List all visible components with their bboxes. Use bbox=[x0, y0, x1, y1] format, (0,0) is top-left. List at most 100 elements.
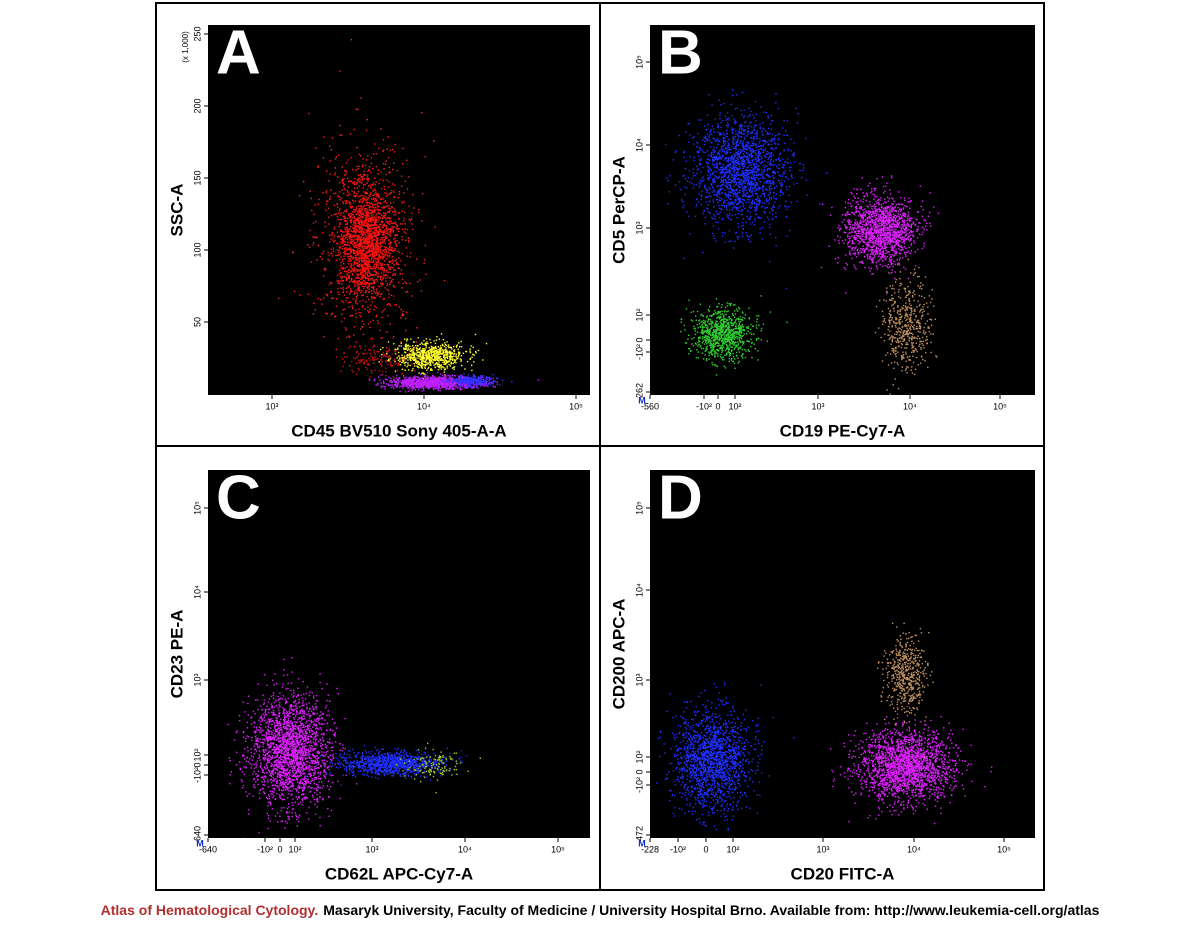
event-dot bbox=[373, 182, 374, 183]
event-dot bbox=[391, 226, 392, 227]
event-dot bbox=[385, 379, 386, 380]
event-dot bbox=[359, 228, 360, 229]
event-dot bbox=[436, 356, 437, 357]
event-dot bbox=[339, 225, 340, 226]
event-dot bbox=[413, 377, 414, 378]
event-dot bbox=[389, 255, 390, 256]
event-dot bbox=[407, 291, 408, 292]
event-dot bbox=[346, 288, 347, 289]
event-dot bbox=[427, 377, 428, 378]
event-dot bbox=[381, 279, 382, 280]
event-dot bbox=[492, 383, 493, 384]
event-dot bbox=[383, 208, 384, 209]
event-dot bbox=[375, 252, 376, 253]
event-dot bbox=[363, 248, 364, 249]
event-dot bbox=[347, 274, 348, 275]
event-dot bbox=[372, 168, 373, 169]
event-dot bbox=[374, 270, 375, 271]
event-dot bbox=[369, 239, 370, 240]
event-dot bbox=[496, 378, 497, 379]
event-dot bbox=[366, 159, 367, 160]
event-dot bbox=[391, 247, 392, 248]
event-dot bbox=[406, 247, 407, 248]
event-dot bbox=[395, 260, 396, 261]
event-dot bbox=[717, 213, 718, 214]
event-dot bbox=[395, 250, 396, 251]
event-dot bbox=[340, 276, 341, 277]
event-dot bbox=[400, 341, 401, 342]
event-dot bbox=[467, 387, 468, 388]
event-dot bbox=[479, 379, 480, 380]
event-dot bbox=[442, 362, 443, 363]
event-dot bbox=[339, 125, 340, 126]
event-dot bbox=[432, 362, 433, 363]
event-dot bbox=[351, 213, 352, 214]
event-dot bbox=[349, 247, 350, 248]
event-dot bbox=[417, 354, 418, 355]
event-dot bbox=[344, 244, 345, 245]
event-dot bbox=[445, 376, 446, 377]
event-dot bbox=[383, 215, 384, 216]
event-dot bbox=[475, 375, 476, 376]
event-dot bbox=[473, 386, 474, 387]
event-dot bbox=[418, 372, 419, 373]
event-dot bbox=[715, 118, 716, 119]
event-dot bbox=[448, 352, 449, 353]
event-dot bbox=[358, 254, 359, 255]
event-dot bbox=[369, 273, 370, 274]
event-dot bbox=[378, 232, 379, 233]
event-dot bbox=[357, 295, 358, 296]
event-dot bbox=[378, 267, 379, 268]
event-dot bbox=[393, 202, 394, 203]
event-dot bbox=[314, 204, 315, 205]
event-dot bbox=[438, 369, 439, 370]
event-dot bbox=[343, 185, 344, 186]
event-dot bbox=[472, 354, 473, 355]
event-dot bbox=[742, 232, 743, 233]
event-dot bbox=[367, 176, 368, 177]
event-dot bbox=[418, 356, 419, 357]
event-dot bbox=[490, 385, 491, 386]
event-dot bbox=[450, 382, 451, 383]
event-dot bbox=[409, 384, 410, 385]
event-dot bbox=[685, 178, 686, 179]
event-dot bbox=[328, 254, 329, 255]
event-dot bbox=[387, 356, 388, 357]
event-dot bbox=[373, 252, 374, 253]
event-dot bbox=[372, 184, 373, 185]
event-dot bbox=[399, 391, 400, 392]
event-dot bbox=[356, 242, 357, 243]
event-dot bbox=[387, 234, 388, 235]
event-dot bbox=[463, 353, 464, 354]
event-dot bbox=[355, 109, 356, 110]
event-dot bbox=[343, 263, 344, 264]
event-dot bbox=[353, 202, 354, 203]
event-dot bbox=[376, 200, 377, 201]
event-dot bbox=[350, 266, 351, 267]
event-dot bbox=[356, 373, 357, 374]
event-dot bbox=[371, 157, 372, 158]
event-dot bbox=[367, 171, 368, 172]
event-dot bbox=[404, 381, 405, 382]
event-dot bbox=[410, 351, 411, 352]
event-dot bbox=[767, 132, 768, 133]
event-dot bbox=[474, 355, 475, 356]
event-dot bbox=[375, 222, 376, 223]
event-dot bbox=[384, 239, 385, 240]
event-dot bbox=[390, 378, 391, 379]
event-dot bbox=[414, 365, 415, 366]
event-dot bbox=[386, 347, 387, 348]
event-dot bbox=[361, 295, 362, 296]
event-dot bbox=[376, 194, 377, 195]
event-dot bbox=[374, 359, 375, 360]
event-dot bbox=[356, 341, 357, 342]
event-dot bbox=[367, 273, 368, 274]
event-dot bbox=[343, 188, 344, 189]
event-dot bbox=[452, 360, 453, 361]
event-dot bbox=[392, 169, 393, 170]
event-dot bbox=[367, 257, 368, 258]
event-dot bbox=[489, 377, 490, 378]
event-dot bbox=[329, 241, 330, 242]
event-dot bbox=[354, 181, 355, 182]
event-dot bbox=[391, 249, 392, 250]
